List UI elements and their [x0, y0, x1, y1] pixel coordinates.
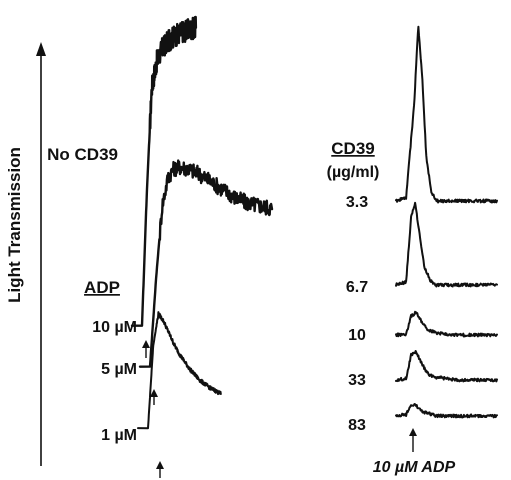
cd39-series-label-6.7: 6.7: [346, 279, 368, 296]
no-cd39-label: No CD39: [47, 145, 118, 164]
adp-legend-title: ADP: [84, 278, 120, 297]
cd39-series-label-83: 83: [348, 417, 366, 434]
y-axis-arrowhead: [36, 42, 46, 56]
adp-addition-markers: [142, 340, 164, 478]
trace-adp-10um: [130, 15, 198, 327]
y-axis-label: Light Transmission: [5, 147, 24, 303]
cd39-legend-unit: (µg/ml): [327, 164, 380, 181]
trace-cd39-6.7: [395, 201, 498, 288]
trace-adp-5um: [138, 159, 274, 368]
cd39-legend-title: CD39: [331, 139, 374, 158]
adp-marker-1um-head: [156, 461, 164, 469]
right-adp-marker-head: [409, 428, 417, 436]
trace-cd39-3.3: [395, 25, 498, 204]
left-panel-traces: [130, 15, 274, 430]
trace-cd39-83: [395, 403, 498, 419]
series-label-1um: 1 µM: [101, 427, 137, 444]
cd39-series-label-10: 10: [348, 327, 366, 344]
cd39-series-label-33: 33: [348, 372, 366, 389]
trace-cd39-10: [395, 310, 498, 338]
series-label-10um: 10 µM: [92, 319, 137, 336]
right-panel-traces: [395, 25, 498, 419]
series-label-5um: 5 µM: [101, 361, 137, 378]
cd39-series-label-3.3: 3.3: [346, 194, 368, 211]
trace-cd39-33: [395, 350, 498, 383]
right-x-label: 10 µM ADP: [373, 459, 456, 476]
trace-adp-1um: [137, 311, 222, 430]
adp-marker-5um-head: [150, 389, 158, 397]
adp-marker-10um-head: [142, 340, 150, 348]
